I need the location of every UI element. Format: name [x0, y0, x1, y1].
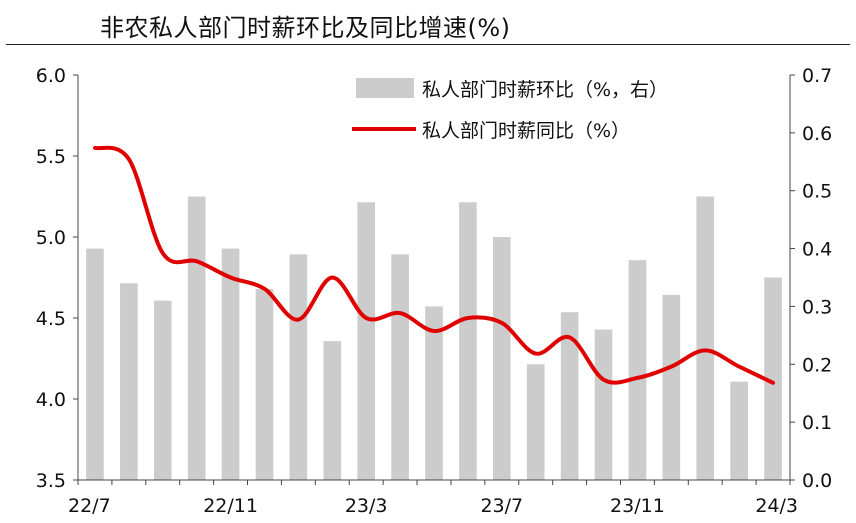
bar	[662, 294, 681, 480]
y-left-tick-label: 4.0	[36, 389, 66, 411]
axes: 3.5 4.0 4.5 5.0 5.5 6.0 0.0 0.1 0.2 0.3 0.4 0.5 0.6 0…	[36, 65, 832, 517]
bar	[594, 329, 613, 480]
x-tick-label: 22/7	[68, 495, 111, 517]
x-tick-label: 23/7	[480, 495, 523, 517]
bar	[221, 248, 240, 480]
bar	[120, 283, 138, 480]
bar	[730, 381, 748, 480]
y-left-tick-label: 5.0	[36, 227, 66, 249]
x-tick-label: 23/3	[345, 495, 388, 517]
bar	[560, 312, 579, 480]
bar	[255, 289, 274, 480]
y-right-tick-label: 0.1	[802, 412, 832, 434]
y-right-tick-label: 0.5	[802, 181, 832, 203]
y-left-tick-label: 3.5	[36, 470, 66, 492]
y-left-tick-label: 5.5	[36, 146, 66, 168]
y-right-tick-label: 0.6	[802, 123, 832, 145]
chart-title: 非农私人部门时薪环比及同比增速(%)	[100, 14, 511, 42]
bar	[323, 341, 342, 480]
x-tick-label: 23/11	[610, 495, 665, 517]
y-right-tick-label: 0.3	[802, 296, 832, 318]
bar	[696, 196, 715, 480]
bar	[289, 254, 308, 480]
line-series	[93, 145, 775, 385]
bar	[425, 306, 443, 480]
y-right-tick-label: 0.0	[802, 470, 832, 492]
bar	[526, 364, 545, 480]
legend: 私人部门时薪环比（%，右） 私人部门时薪同比（%）	[352, 78, 668, 142]
bar	[86, 248, 104, 480]
legend-label-bar: 私人部门时薪环比（%，右）	[422, 79, 668, 101]
bar	[391, 254, 409, 480]
bar	[459, 202, 477, 481]
y-left-tick-label: 4.5	[36, 308, 66, 330]
y-right-tick-label: 0.7	[802, 65, 832, 87]
x-tick-label: 22/11	[203, 495, 258, 517]
y-right-tick-label: 0.4	[802, 239, 832, 261]
title-divider	[6, 44, 850, 45]
y-right-tick-label: 0.2	[802, 354, 832, 376]
bar	[492, 237, 511, 480]
y-left-tick-label: 6.0	[36, 65, 66, 87]
x-tick-label: 24/3	[755, 495, 798, 517]
bar-series	[86, 196, 782, 481]
bar	[628, 260, 647, 480]
bar	[153, 300, 172, 480]
bar	[764, 277, 782, 480]
legend-label-line: 私人部门时薪同比（%）	[422, 120, 630, 142]
legend-swatch-bar	[356, 78, 414, 98]
bar	[357, 202, 376, 481]
bar	[187, 196, 206, 480]
